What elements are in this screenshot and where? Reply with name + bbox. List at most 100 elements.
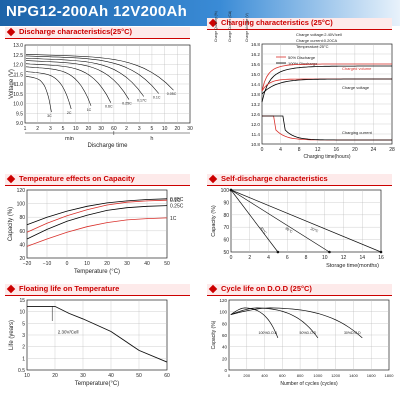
- x-tick-label: 30: [98, 126, 104, 132]
- y-tick-label: 9.0: [16, 121, 23, 127]
- axis-header-current: Charge Current (CA): [228, 11, 232, 42]
- self-discharge-line-40°C: [230, 189, 279, 253]
- y-tick-label: 70: [223, 225, 229, 231]
- y-tick-label: 10.0: [13, 102, 23, 108]
- x-unit-label: min: [65, 136, 74, 142]
- y-tick-label: 60: [19, 229, 25, 235]
- x-axis-title: Temperature (°C): [74, 269, 120, 275]
- x-tick-label: 1000: [313, 373, 323, 378]
- cycle-curve: [230, 307, 319, 339]
- x-axis-title: Storage time(months): [326, 263, 379, 269]
- x-axis-title: Charging time(hours): [304, 154, 351, 160]
- y-tick-label: 3: [22, 333, 25, 339]
- volt-tick-label: 16.8: [251, 42, 260, 47]
- header-selfdischarge-text: Self-discharge characteristics: [221, 174, 328, 183]
- y-tick-label: 2: [22, 345, 25, 351]
- y-tick-label: 11.0: [14, 82, 24, 88]
- y-tick-label: 100: [221, 188, 230, 194]
- volt-tick-label: 13.2: [251, 102, 260, 107]
- series-label: 40°C: [259, 226, 267, 235]
- y-tick-label: 100: [219, 310, 227, 315]
- y-tick-label: 40: [222, 345, 228, 350]
- floating-life-line: [27, 305, 168, 363]
- annotation-label: 2.30V/Cell: [58, 330, 79, 335]
- series-label: 0.1C: [170, 198, 181, 204]
- x-tick-label: 3: [138, 126, 141, 132]
- y-tick-label: 40: [19, 242, 25, 248]
- y-tick-label: 5: [22, 321, 25, 327]
- series-label: 30°C: [284, 226, 293, 234]
- x-tick-label: 40: [144, 261, 150, 267]
- x-tick-label: 5: [62, 126, 65, 132]
- x-tick-label: 10: [162, 126, 168, 132]
- bullet-icon: [6, 27, 16, 37]
- volt-tick-label: 14.4: [251, 82, 260, 87]
- volt-tick-label: 15.0: [251, 72, 260, 77]
- series-line-0.1C: [26, 199, 168, 233]
- x-tick-label: 60: [164, 373, 170, 379]
- x-tick-label: 8: [305, 255, 308, 261]
- x-tick-label: 600: [279, 373, 286, 378]
- x-tick-label: 10: [24, 373, 30, 379]
- y-axis-title: Capacity (%): [8, 207, 14, 241]
- x-tick-label: 20: [104, 261, 110, 267]
- y-axis-title: Capacity (%): [211, 320, 217, 349]
- y-tick-label: 80: [223, 213, 229, 219]
- panel-selfdischarge: Self-discharge characteristics 100 90 80 70…: [207, 174, 397, 278]
- x-tick-label: 12: [341, 255, 347, 261]
- volt-tick-label: 12.6: [251, 112, 260, 117]
- charged-volume-100: [261, 65, 392, 103]
- x-tick-label: 30: [80, 373, 86, 379]
- x-tick-label: 16: [378, 255, 384, 261]
- x-tick-label: 2: [36, 126, 39, 132]
- series-label: 1C: [170, 216, 177, 222]
- bullet-icon: [6, 174, 16, 184]
- volt-tick-label: 12.0: [251, 122, 260, 127]
- curve-label: 1C: [87, 108, 92, 112]
- header-temperature-text: Temperature effects on Capacity: [19, 174, 135, 183]
- x-tick-label: 1: [24, 126, 27, 132]
- x-tick-label: 60: [111, 126, 117, 132]
- series-line-0.05C: [26, 198, 168, 226]
- self-discharge-line-30°C: [230, 189, 330, 253]
- y-tick-label: 10: [19, 310, 25, 316]
- panel-temperature: Temperature effects on Capacity 120 100 80…: [5, 174, 195, 278]
- charged-volume-50: [261, 63, 392, 92]
- y-tick-label: 13.0: [13, 43, 23, 49]
- y-tick-label: 60: [223, 238, 229, 244]
- y-tick-label: 0.5: [18, 368, 25, 374]
- y-tick-label: 15: [19, 298, 25, 304]
- discharge-curve-0.17C: [25, 58, 145, 97]
- legend-label: 50% Discharge: [288, 55, 316, 60]
- x-tick-label: −20: [23, 261, 32, 267]
- header-cyclelife: Cycle life on D.O.D (25°C): [207, 284, 392, 296]
- data-point: [276, 250, 280, 254]
- panel-discharge: Discharge characteristics(25°C) 13.0 12.5…: [5, 27, 195, 151]
- x-axis-title: Temperature(°C): [75, 381, 119, 387]
- header-cyclelife-text: Cycle life on D.O.D (25°C): [221, 284, 312, 293]
- x-tick-label: 400: [261, 373, 268, 378]
- y-tick-label: 80: [222, 321, 228, 326]
- header-charging: Charging characteristics (25°C): [207, 18, 392, 30]
- x-axis-title: Number of cycles (cycles): [280, 381, 338, 387]
- y-axis-title: Life (years): [9, 320, 15, 350]
- x-tick-label: 16: [334, 147, 340, 153]
- discharge-curve-0.1C: [25, 55, 159, 94]
- x-tick-label: 0: [228, 373, 231, 378]
- curve-label: 100%D.O.D: [259, 331, 278, 335]
- series-label: 0.25C: [170, 204, 184, 210]
- y-tick-label: 0: [224, 368, 227, 373]
- data-point: [229, 188, 233, 192]
- x-tick-label: 1800: [385, 373, 395, 378]
- x-tick-label: 20: [352, 147, 358, 153]
- curve-label: 0.17C: [137, 98, 147, 102]
- x-tick-label: 8: [298, 147, 301, 153]
- x-tick-label: 20: [52, 373, 58, 379]
- curve-label-charge-voltage: Charge voltage: [342, 85, 370, 90]
- x-tick-label: 14: [359, 255, 365, 261]
- x-tick-label: 28: [389, 147, 395, 153]
- x-tick-label: 4: [267, 255, 270, 261]
- header-discharge-text: Discharge characteristics(25°C): [19, 27, 133, 36]
